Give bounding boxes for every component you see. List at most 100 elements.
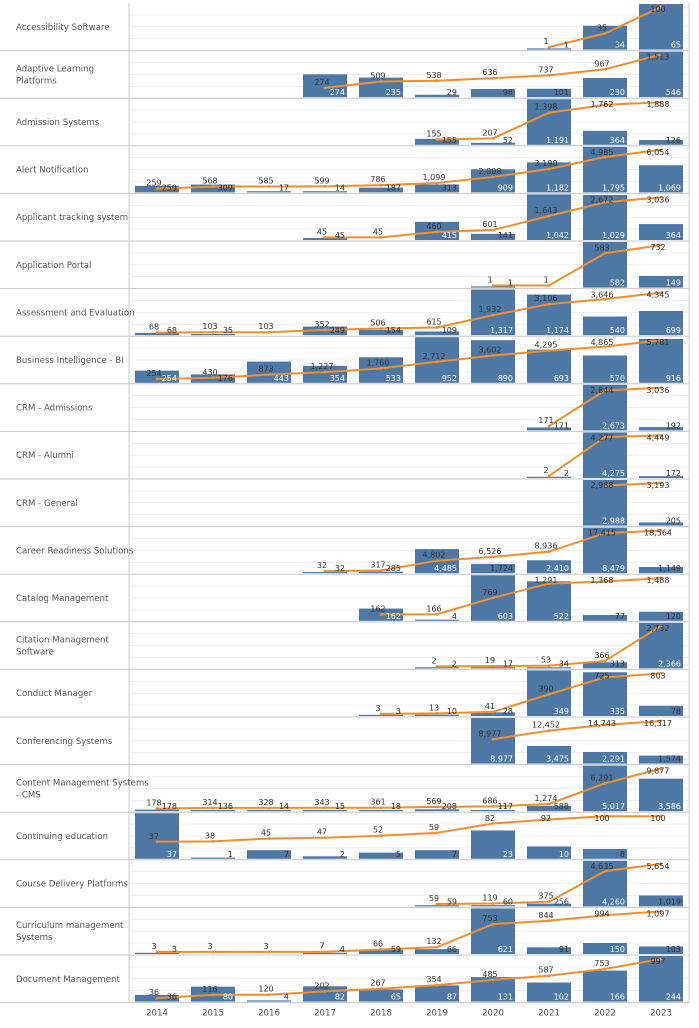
panel-5: Application Portal 1 1 583 732 1 582 149	[0, 242, 689, 290]
bar-label: 354	[330, 374, 345, 383]
line-point	[267, 330, 271, 334]
bar-label: 3	[172, 945, 177, 954]
line-label: 352	[314, 320, 329, 329]
bar	[471, 718, 515, 764]
line-point	[211, 185, 215, 188]
line-label: 328	[258, 798, 273, 807]
bar-label: 126	[666, 136, 681, 145]
line-label: 116	[202, 985, 217, 994]
row-label-line: Assessment and Evaluation	[16, 308, 135, 318]
line-label: 8,936	[535, 542, 558, 551]
bar	[583, 384, 627, 431]
bar-label: 80	[223, 993, 233, 1002]
line-label: 68	[149, 323, 159, 332]
bar	[303, 74, 347, 98]
bar-label: 235	[386, 88, 401, 97]
bar-label: 18	[391, 802, 401, 811]
line-label: 786	[370, 175, 385, 184]
panel-4: Applicant tracking system 45 45 460 601 1,643…	[0, 194, 689, 242]
line-point	[435, 805, 439, 809]
bar-label: 103	[666, 945, 681, 954]
line-label: 3,190	[535, 159, 558, 168]
line-point	[603, 297, 607, 301]
line-point	[603, 580, 607, 583]
line-label: 103	[258, 322, 273, 331]
line-label: 737	[538, 65, 553, 74]
cumulative-line	[156, 291, 662, 334]
bar	[583, 77, 627, 98]
line-label: 3	[151, 942, 156, 951]
bar	[247, 850, 291, 859]
line-label: 16,317	[644, 719, 672, 728]
bar-label: 570	[610, 374, 625, 383]
bar	[415, 331, 459, 336]
panel-3: Alert Notification 259 568 585 599 786 1,099 2,…	[0, 146, 689, 194]
line-point	[435, 138, 439, 141]
bar-label: 208	[442, 802, 457, 811]
bar-label: 65	[391, 993, 401, 1002]
cumulative-line	[156, 958, 662, 1000]
line-point	[323, 950, 327, 954]
line-point	[491, 354, 495, 357]
bar-label: 10	[447, 707, 457, 716]
bar-label: 2,410	[546, 564, 569, 573]
line-label: 47	[317, 828, 327, 837]
bar-label: 952	[442, 374, 457, 383]
line-point	[603, 675, 607, 679]
line-point	[491, 284, 495, 287]
bar-label: 7	[284, 850, 289, 859]
bar-label: 285	[386, 564, 401, 573]
line-label: 1	[543, 37, 548, 46]
line-point	[659, 100, 663, 104]
bar-label: 78	[671, 707, 681, 716]
line-point	[435, 612, 439, 616]
bar	[303, 365, 347, 383]
line-point	[603, 345, 607, 349]
bar-label: 34	[615, 41, 625, 50]
bar-label: 59	[447, 897, 457, 906]
line-point	[491, 804, 495, 808]
line-label: 390	[538, 684, 553, 693]
bar	[527, 667, 571, 669]
line-point	[379, 367, 383, 370]
panel-10: CRM - General 2,988 3,193 2,988 205	[0, 480, 689, 528]
cumulative-line	[156, 815, 661, 843]
bar	[527, 427, 571, 431]
bar-label: 349	[554, 707, 569, 716]
row-label-line: Conferencing Systems	[16, 737, 113, 747]
line-label: 120	[258, 985, 273, 994]
bar	[359, 949, 403, 954]
line-point	[547, 550, 551, 554]
bar-label: 15	[335, 802, 345, 811]
bar	[583, 942, 627, 954]
bar	[527, 560, 571, 574]
line-point	[491, 737, 495, 741]
bar-label: 2	[564, 469, 569, 478]
bar-label: 17	[279, 183, 289, 192]
bar	[527, 476, 571, 478]
line-point	[491, 228, 495, 232]
bar	[415, 619, 459, 621]
bar	[583, 614, 627, 621]
bar-label: 155	[442, 136, 457, 145]
line-label: 1,291	[535, 576, 558, 585]
bar-label: 178	[162, 802, 177, 811]
bar	[527, 99, 571, 145]
bar-label: 28	[503, 707, 513, 716]
line-point	[547, 349, 551, 353]
line-point	[547, 664, 551, 668]
line-point	[603, 155, 607, 159]
line-label: 3	[375, 704, 380, 713]
bar-label: 3	[396, 707, 401, 716]
line-label: 1,888	[647, 100, 670, 109]
bar-label: 244	[666, 993, 681, 1002]
line-point	[379, 80, 383, 83]
line-label: 6,291	[591, 773, 614, 782]
bar-label: 4,485	[434, 564, 457, 573]
line-point	[603, 435, 607, 439]
line-label: 1,274	[535, 794, 558, 803]
bar-label: 274	[330, 88, 345, 97]
line-label: 1,760	[367, 358, 390, 367]
line-label: 844	[538, 911, 553, 920]
